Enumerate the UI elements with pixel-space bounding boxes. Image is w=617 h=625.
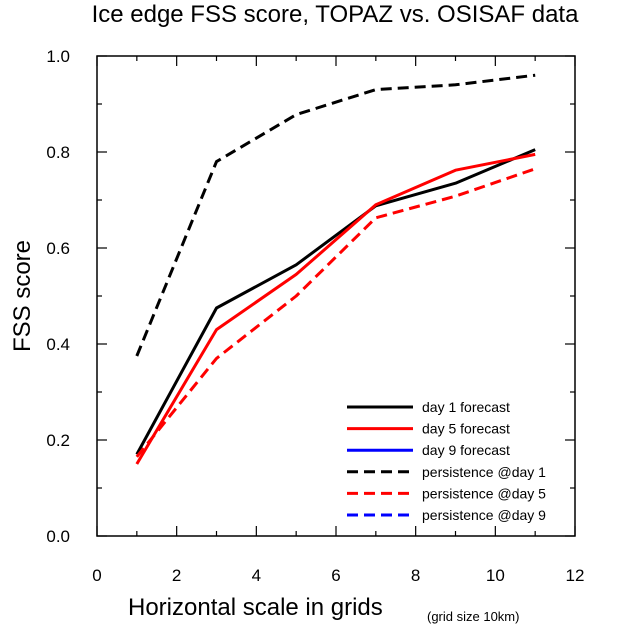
x-tick-label: 8 (411, 566, 420, 585)
x-tick-label: 12 (566, 566, 585, 585)
legend-label: day 9 forecast (422, 442, 510, 458)
legend-label: day 5 forecast (422, 421, 510, 437)
legend-label: persistence @day 5 (422, 485, 546, 501)
y-axis-label: FSS score (9, 240, 36, 352)
y-tick-label: 0.8 (46, 143, 70, 162)
x-axis-label: Horizontal scale in grids (128, 594, 383, 621)
x-tick-label: 6 (331, 566, 340, 585)
y-tick-label: 0.4 (46, 335, 70, 354)
legend-label: day 1 forecast (422, 399, 510, 415)
x-tick-label: 4 (252, 566, 261, 585)
x-axis-note: (grid size 10km) (427, 609, 519, 624)
series-line-day-5-forecast (135, 152, 536, 465)
x-tick-label: 0 (92, 566, 101, 585)
legend-label: persistence @day 1 (422, 464, 546, 480)
tick-labels: 0 2 4 6 8 10 12 0.0 0.2 0.4 0.6 0.8 1.0 (46, 47, 584, 585)
chart-title: Ice edge FSS score, TOPAZ vs. OSISAF dat… (92, 1, 580, 28)
legend-label: persistence @day 9 (422, 507, 546, 523)
y-tick-label: 0.2 (46, 431, 70, 450)
plot-frame (96, 55, 576, 537)
series-line-persistence-day-1 (135, 73, 536, 357)
legend: day 1 forecast day 5 forecast day 9 foreca… (347, 399, 546, 523)
y-tick-label: 0.6 (46, 239, 70, 258)
series-line-persistence-day-5 (135, 167, 536, 458)
y-tick-label: 0.0 (46, 527, 70, 546)
series-line-day-1-forecast (135, 148, 536, 456)
series-lines (135, 73, 536, 465)
x-tick-label: 10 (486, 566, 505, 585)
y-tick-label: 1.0 (46, 47, 70, 66)
x-tick-label: 2 (172, 566, 181, 585)
